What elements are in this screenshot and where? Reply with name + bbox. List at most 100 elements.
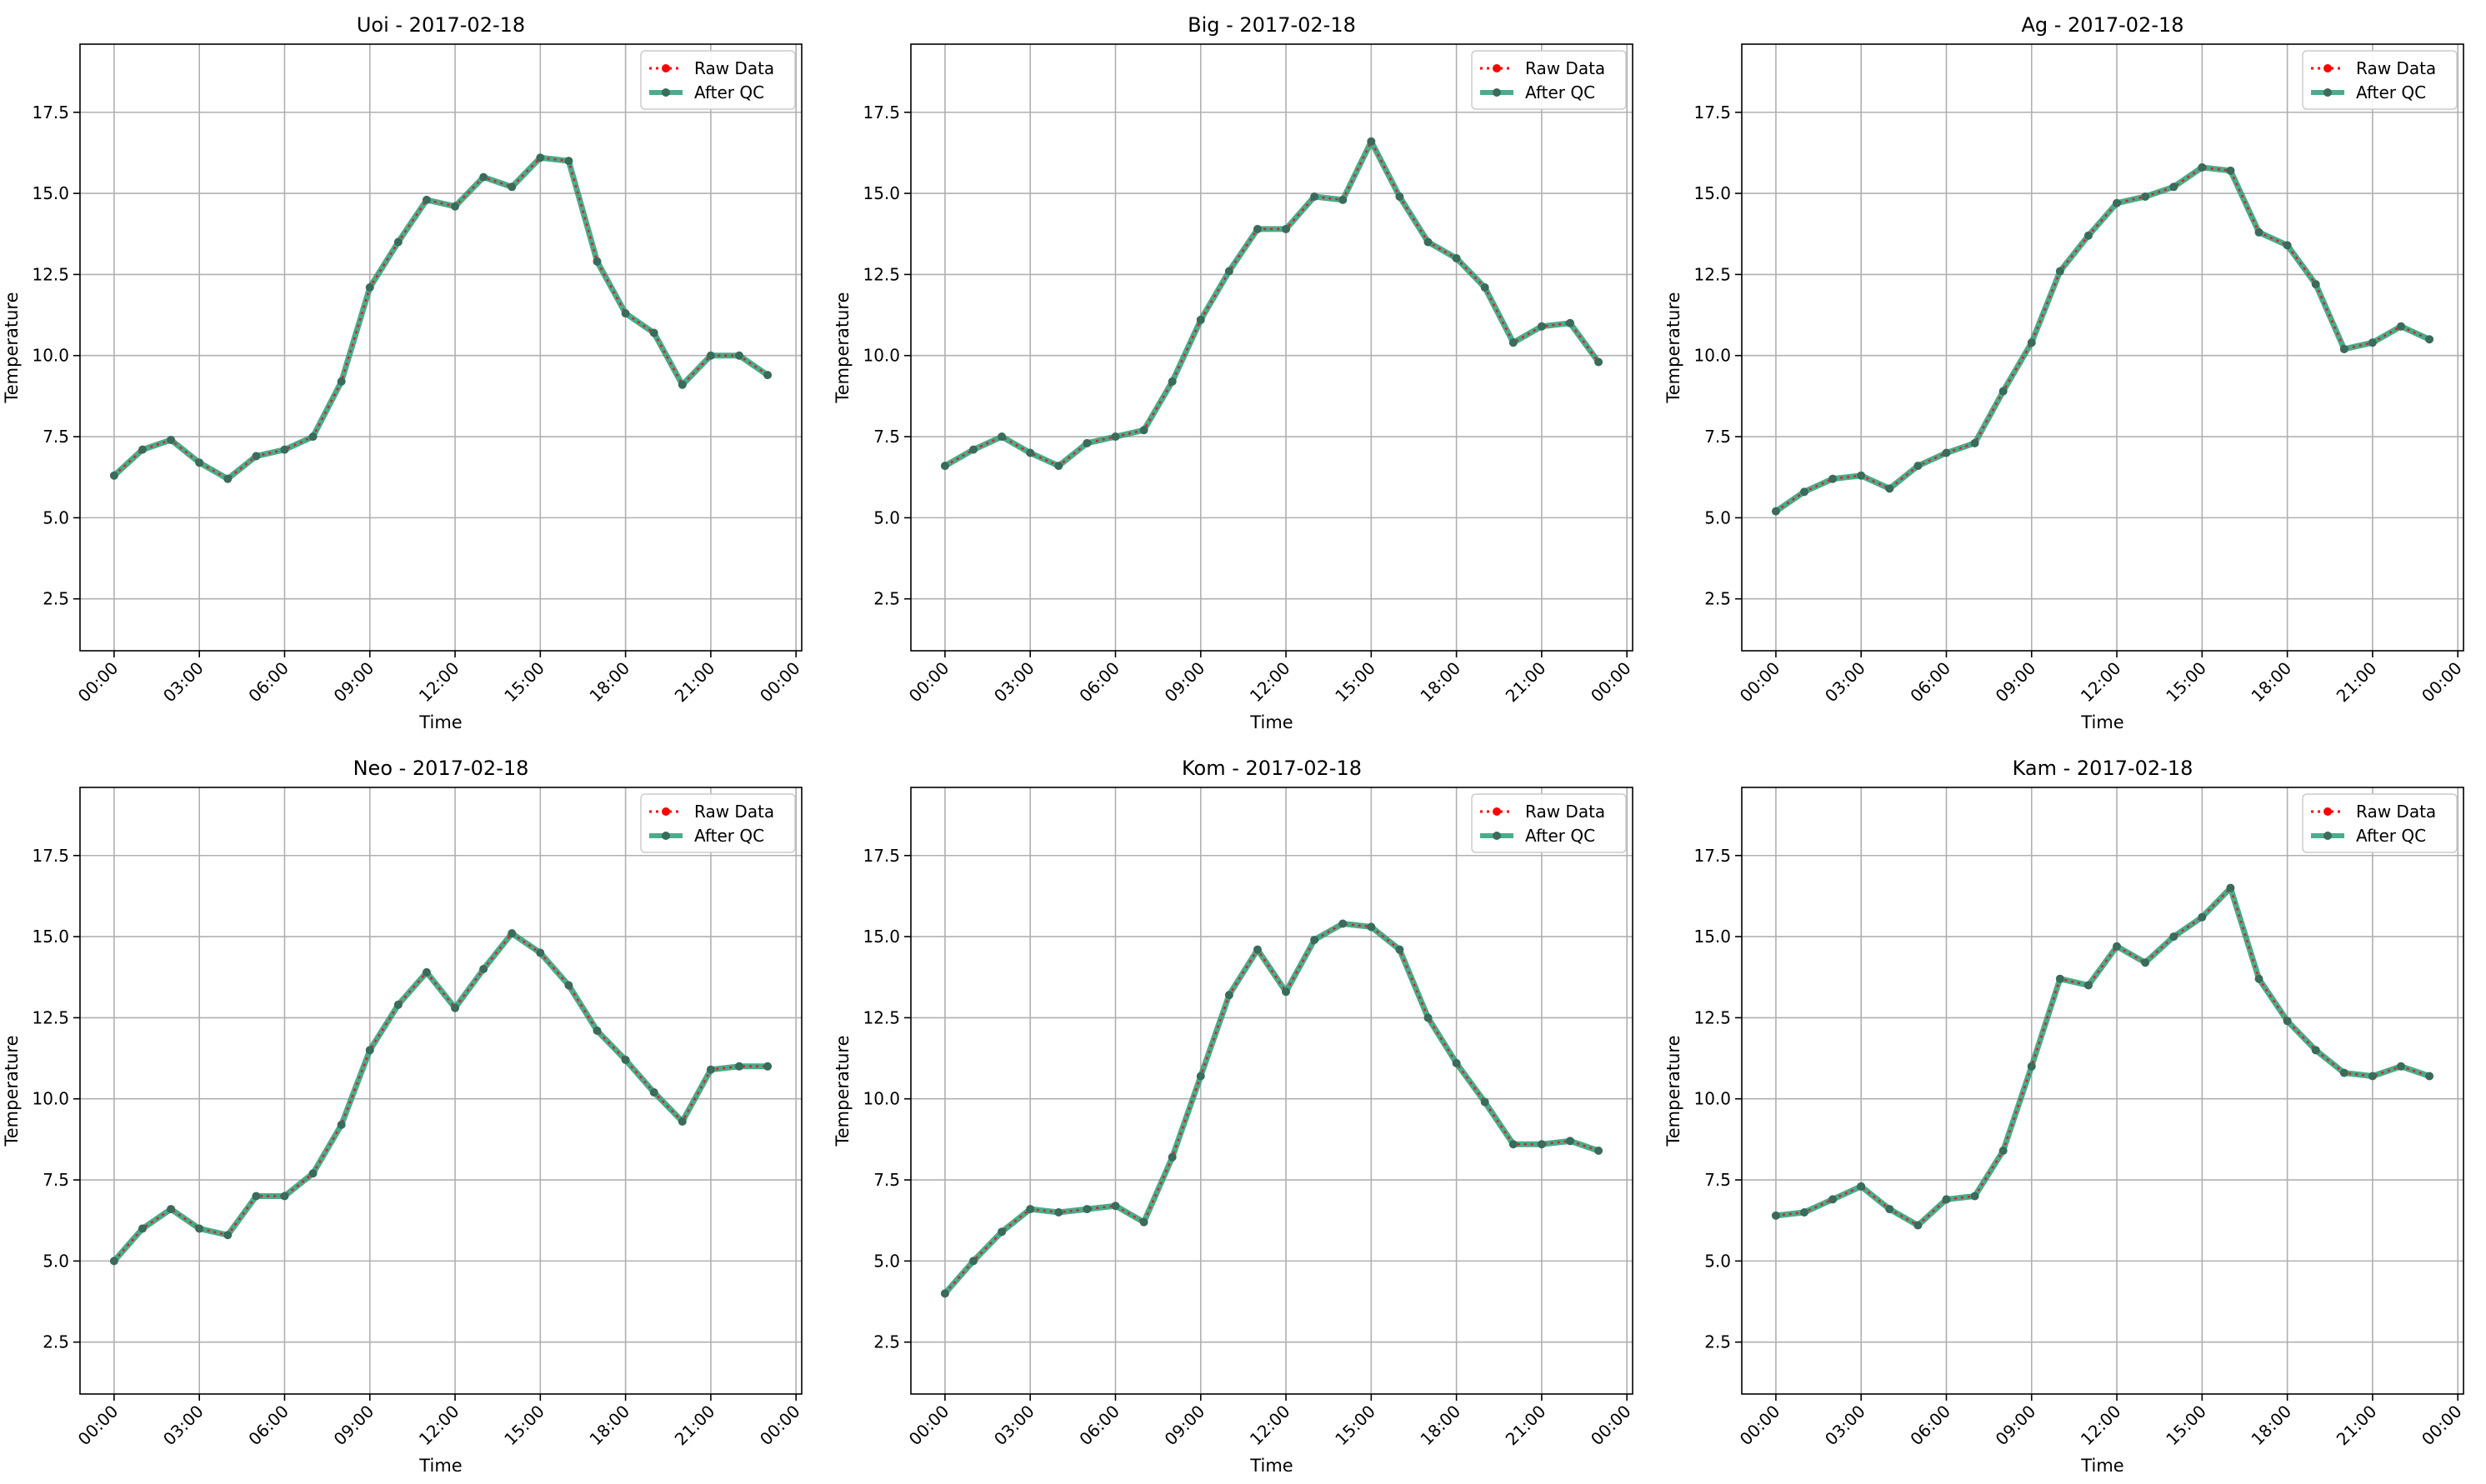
y-tick-label: 15.0 [863, 927, 900, 947]
series-line-raw-data [1775, 166, 2430, 512]
axes-frame [910, 43, 1633, 652]
after-qc-point [308, 1169, 318, 1178]
chart-title: Kom - 2017-02-18 [1182, 757, 1362, 780]
after-qc-point [2254, 974, 2263, 983]
after-qc-point [564, 157, 573, 166]
after-qc-point [564, 981, 573, 990]
x-tick-label: 15:00 [500, 658, 548, 707]
after-qc-point [1942, 448, 1951, 457]
x-tick-label: 12:00 [2077, 1402, 2125, 1450]
y-axis-label: Temperature [2, 1035, 22, 1147]
after-qc-point [109, 471, 118, 480]
after-qc-point [998, 432, 1007, 442]
x-tick-label: 12:00 [1246, 1402, 1294, 1450]
x-tick-label: 18:00 [585, 1402, 633, 1450]
after-qc-point [2425, 335, 2434, 344]
legend-marker-raw-data [2323, 64, 2332, 72]
after-qc-point [1857, 1182, 1866, 1191]
y-tick-label: 15.0 [32, 183, 69, 203]
series-line-raw-data [113, 156, 768, 481]
x-axis-label: Time [418, 712, 462, 732]
after-qc-point [280, 1192, 289, 1201]
after-qc-point [1857, 471, 1866, 480]
x-tick-label: 00:00 [2418, 1402, 2466, 1450]
x-tick-label: 03:00 [1821, 1402, 1869, 1450]
after-qc-point [2113, 198, 2122, 207]
after-qc-point [969, 1257, 978, 1266]
x-tick-label: 15:00 [1331, 1402, 1379, 1450]
after-qc-point [593, 257, 602, 266]
after-qc-point [2198, 162, 2207, 172]
y-tick-label: 2.5 [873, 589, 900, 609]
after-qc-point [1913, 1221, 1923, 1230]
after-qc-point [1054, 462, 1063, 471]
x-tick-label: 00:00 [756, 1402, 804, 1450]
after-qc-point [1395, 192, 1404, 201]
after-qc-point [1168, 377, 1177, 386]
after-qc-point [138, 445, 148, 454]
after-qc-point [1942, 1195, 1951, 1204]
after-qc-point [2113, 942, 2122, 951]
x-tick-label: 09:00 [1161, 658, 1209, 707]
axes-frame [1741, 787, 2464, 1395]
after-qc-point [1480, 1097, 1489, 1107]
legend-marker-raw-data [1493, 807, 1501, 816]
after-qc-point [1771, 1211, 1780, 1220]
chart-title: Big - 2017-02-18 [1188, 13, 1356, 37]
y-tick-label: 17.5 [863, 102, 900, 122]
x-tick-label: 00:00 [1587, 1402, 1635, 1450]
legend-label-raw-data: Raw Data [2356, 802, 2436, 822]
after-qc-point [1508, 1140, 1518, 1149]
x-tick-label: 03:00 [990, 1402, 1038, 1450]
after-qc-point [1139, 1217, 1148, 1227]
after-qc-point [1537, 1140, 1546, 1149]
y-tick-label: 15.0 [863, 183, 900, 203]
y-tick-label: 15.0 [1693, 183, 1731, 203]
chart-panel-0: Uoi - 2017-02-18 00:00 03:00 06:00 09:00 12:0… [2, 13, 804, 732]
series-line-after-qc [1775, 885, 2431, 1229]
after-qc-point [2339, 1068, 2348, 1077]
after-qc-point [2311, 280, 2320, 289]
x-tick-label: 18:00 [1416, 1402, 1464, 1450]
after-qc-point [2368, 1072, 2377, 1081]
after-qc-point [2339, 344, 2348, 353]
y-tick-label: 7.5 [43, 1170, 69, 1190]
x-tick-label: 15:00 [2162, 1402, 2210, 1450]
series-line-raw-data [1775, 886, 2430, 1227]
x-tick-label: 00:00 [74, 658, 123, 707]
after-qc-point [337, 1120, 346, 1129]
after-qc-point [2027, 1062, 2036, 1071]
y-tick-label: 15.0 [1693, 927, 1731, 947]
after-qc-point [1998, 1147, 2008, 1156]
after-qc-point [252, 1192, 261, 1201]
after-qc-point [2425, 1072, 2434, 1081]
after-qc-point [2396, 1062, 2405, 1071]
axes-frame [910, 787, 1633, 1395]
x-tick-label: 18:00 [1416, 658, 1464, 707]
after-qc-point [1310, 192, 1319, 201]
after-qc-point [422, 195, 431, 204]
y-tick-label: 5.0 [873, 1251, 900, 1271]
y-tick-label: 2.5 [1704, 1332, 1731, 1352]
after-qc-point [337, 377, 346, 386]
y-axis-label: Temperature [833, 1035, 853, 1147]
after-qc-point [1111, 432, 1120, 442]
chart-panel-5: Kam - 2017-02-18 00:00 03:00 06:00 09:00 12:0… [1663, 757, 2466, 1476]
after-qc-point [508, 929, 517, 938]
after-qc-point [2027, 338, 2036, 347]
x-tick-label: 00:00 [1736, 1402, 1784, 1450]
series-line-after-qc [1773, 164, 2431, 514]
x-tick-label: 09:00 [1992, 658, 2040, 707]
x-tick-label: 00:00 [905, 658, 953, 707]
after-qc-point [451, 202, 460, 211]
legend-label-raw-data: Raw Data [2356, 58, 2436, 78]
after-qc-point [1594, 357, 1603, 367]
after-qc-point [2396, 322, 2405, 331]
y-tick-label: 12.5 [1693, 264, 1731, 284]
after-qc-point [280, 445, 289, 454]
y-tick-label: 5.0 [1704, 507, 1731, 527]
y-tick-label: 2.5 [43, 1332, 69, 1352]
y-tick-label: 17.5 [863, 846, 900, 866]
legend-label-raw-data: Raw Data [694, 58, 774, 78]
